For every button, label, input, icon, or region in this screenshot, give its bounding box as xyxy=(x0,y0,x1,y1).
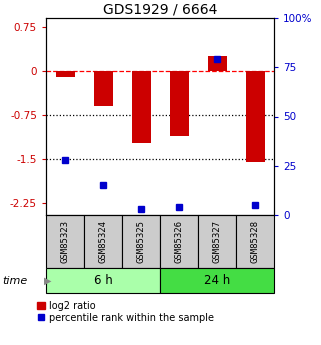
Text: 6 h: 6 h xyxy=(94,274,112,287)
Bar xyxy=(122,215,160,268)
Text: ▶: ▶ xyxy=(44,276,51,286)
Text: GSM85327: GSM85327 xyxy=(213,220,221,263)
Text: GSM85325: GSM85325 xyxy=(136,220,145,263)
Bar xyxy=(169,71,188,136)
Text: GSM85323: GSM85323 xyxy=(60,220,70,263)
Legend: log2 ratio, percentile rank within the sample: log2 ratio, percentile rank within the s… xyxy=(33,297,218,327)
Text: time: time xyxy=(2,276,27,286)
Bar xyxy=(46,215,84,268)
Bar xyxy=(132,71,151,143)
Bar xyxy=(198,215,236,268)
Bar xyxy=(160,268,274,293)
Bar xyxy=(93,71,112,106)
Bar xyxy=(160,215,198,268)
Bar xyxy=(84,215,122,268)
Bar xyxy=(246,71,265,162)
Text: GSM85326: GSM85326 xyxy=(175,220,184,263)
Bar xyxy=(46,268,160,293)
Text: 24 h: 24 h xyxy=(204,274,230,287)
Bar xyxy=(207,56,227,71)
Text: GSM85328: GSM85328 xyxy=(250,220,259,263)
Text: GSM85324: GSM85324 xyxy=(99,220,108,263)
Title: GDS1929 / 6664: GDS1929 / 6664 xyxy=(103,3,217,17)
Bar xyxy=(56,71,74,77)
Bar xyxy=(236,215,274,268)
